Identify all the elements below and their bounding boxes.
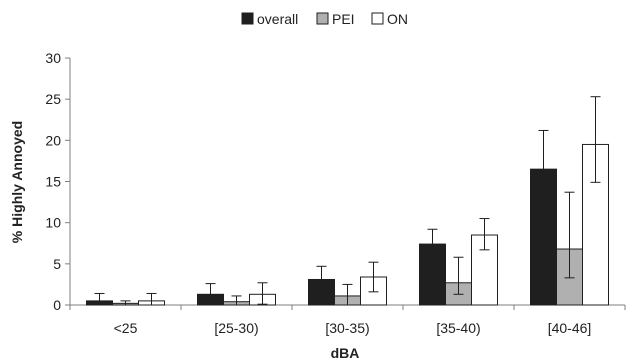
y-tick-label: 10	[45, 215, 61, 231]
x-tick-label: [40-46]	[548, 320, 592, 336]
y-axis-title-group: % Highly Annoyed	[9, 121, 25, 243]
x-tick-label: [30-35)	[325, 320, 369, 336]
legend-label-overall: overall	[257, 11, 298, 27]
x-tick-label: [35-40)	[436, 320, 480, 336]
legend-swatch-overall	[241, 12, 254, 25]
x-axis: <25 [25-30) [30-35) [35-40) [40-46]	[69, 304, 626, 336]
legend-label-pei: PEI	[332, 11, 355, 27]
bars	[86, 143, 609, 306]
y-tick-label: 25	[45, 91, 61, 107]
legend: overall PEI ON	[241, 11, 408, 27]
error-bars	[94, 96, 601, 306]
y-tick-label: 15	[45, 174, 61, 190]
y-tick-label: 5	[53, 256, 61, 272]
x-axis-title: dBA	[331, 345, 360, 361]
bar-overall	[419, 243, 446, 306]
x-tick-label: [25-30)	[214, 320, 258, 336]
legend-swatch-on	[371, 12, 384, 25]
y-tick-label: 30	[45, 50, 61, 66]
x-tick-label: <25	[114, 320, 138, 336]
y-axis-title: % Highly Annoyed	[9, 121, 25, 243]
legend-swatch-pei	[316, 12, 329, 25]
y-axis: 0 5 10 15 20 25 30	[45, 50, 71, 313]
y-tick-label: 20	[45, 132, 61, 148]
legend-label-on: ON	[387, 11, 408, 27]
y-tick-label: 0	[53, 297, 61, 313]
